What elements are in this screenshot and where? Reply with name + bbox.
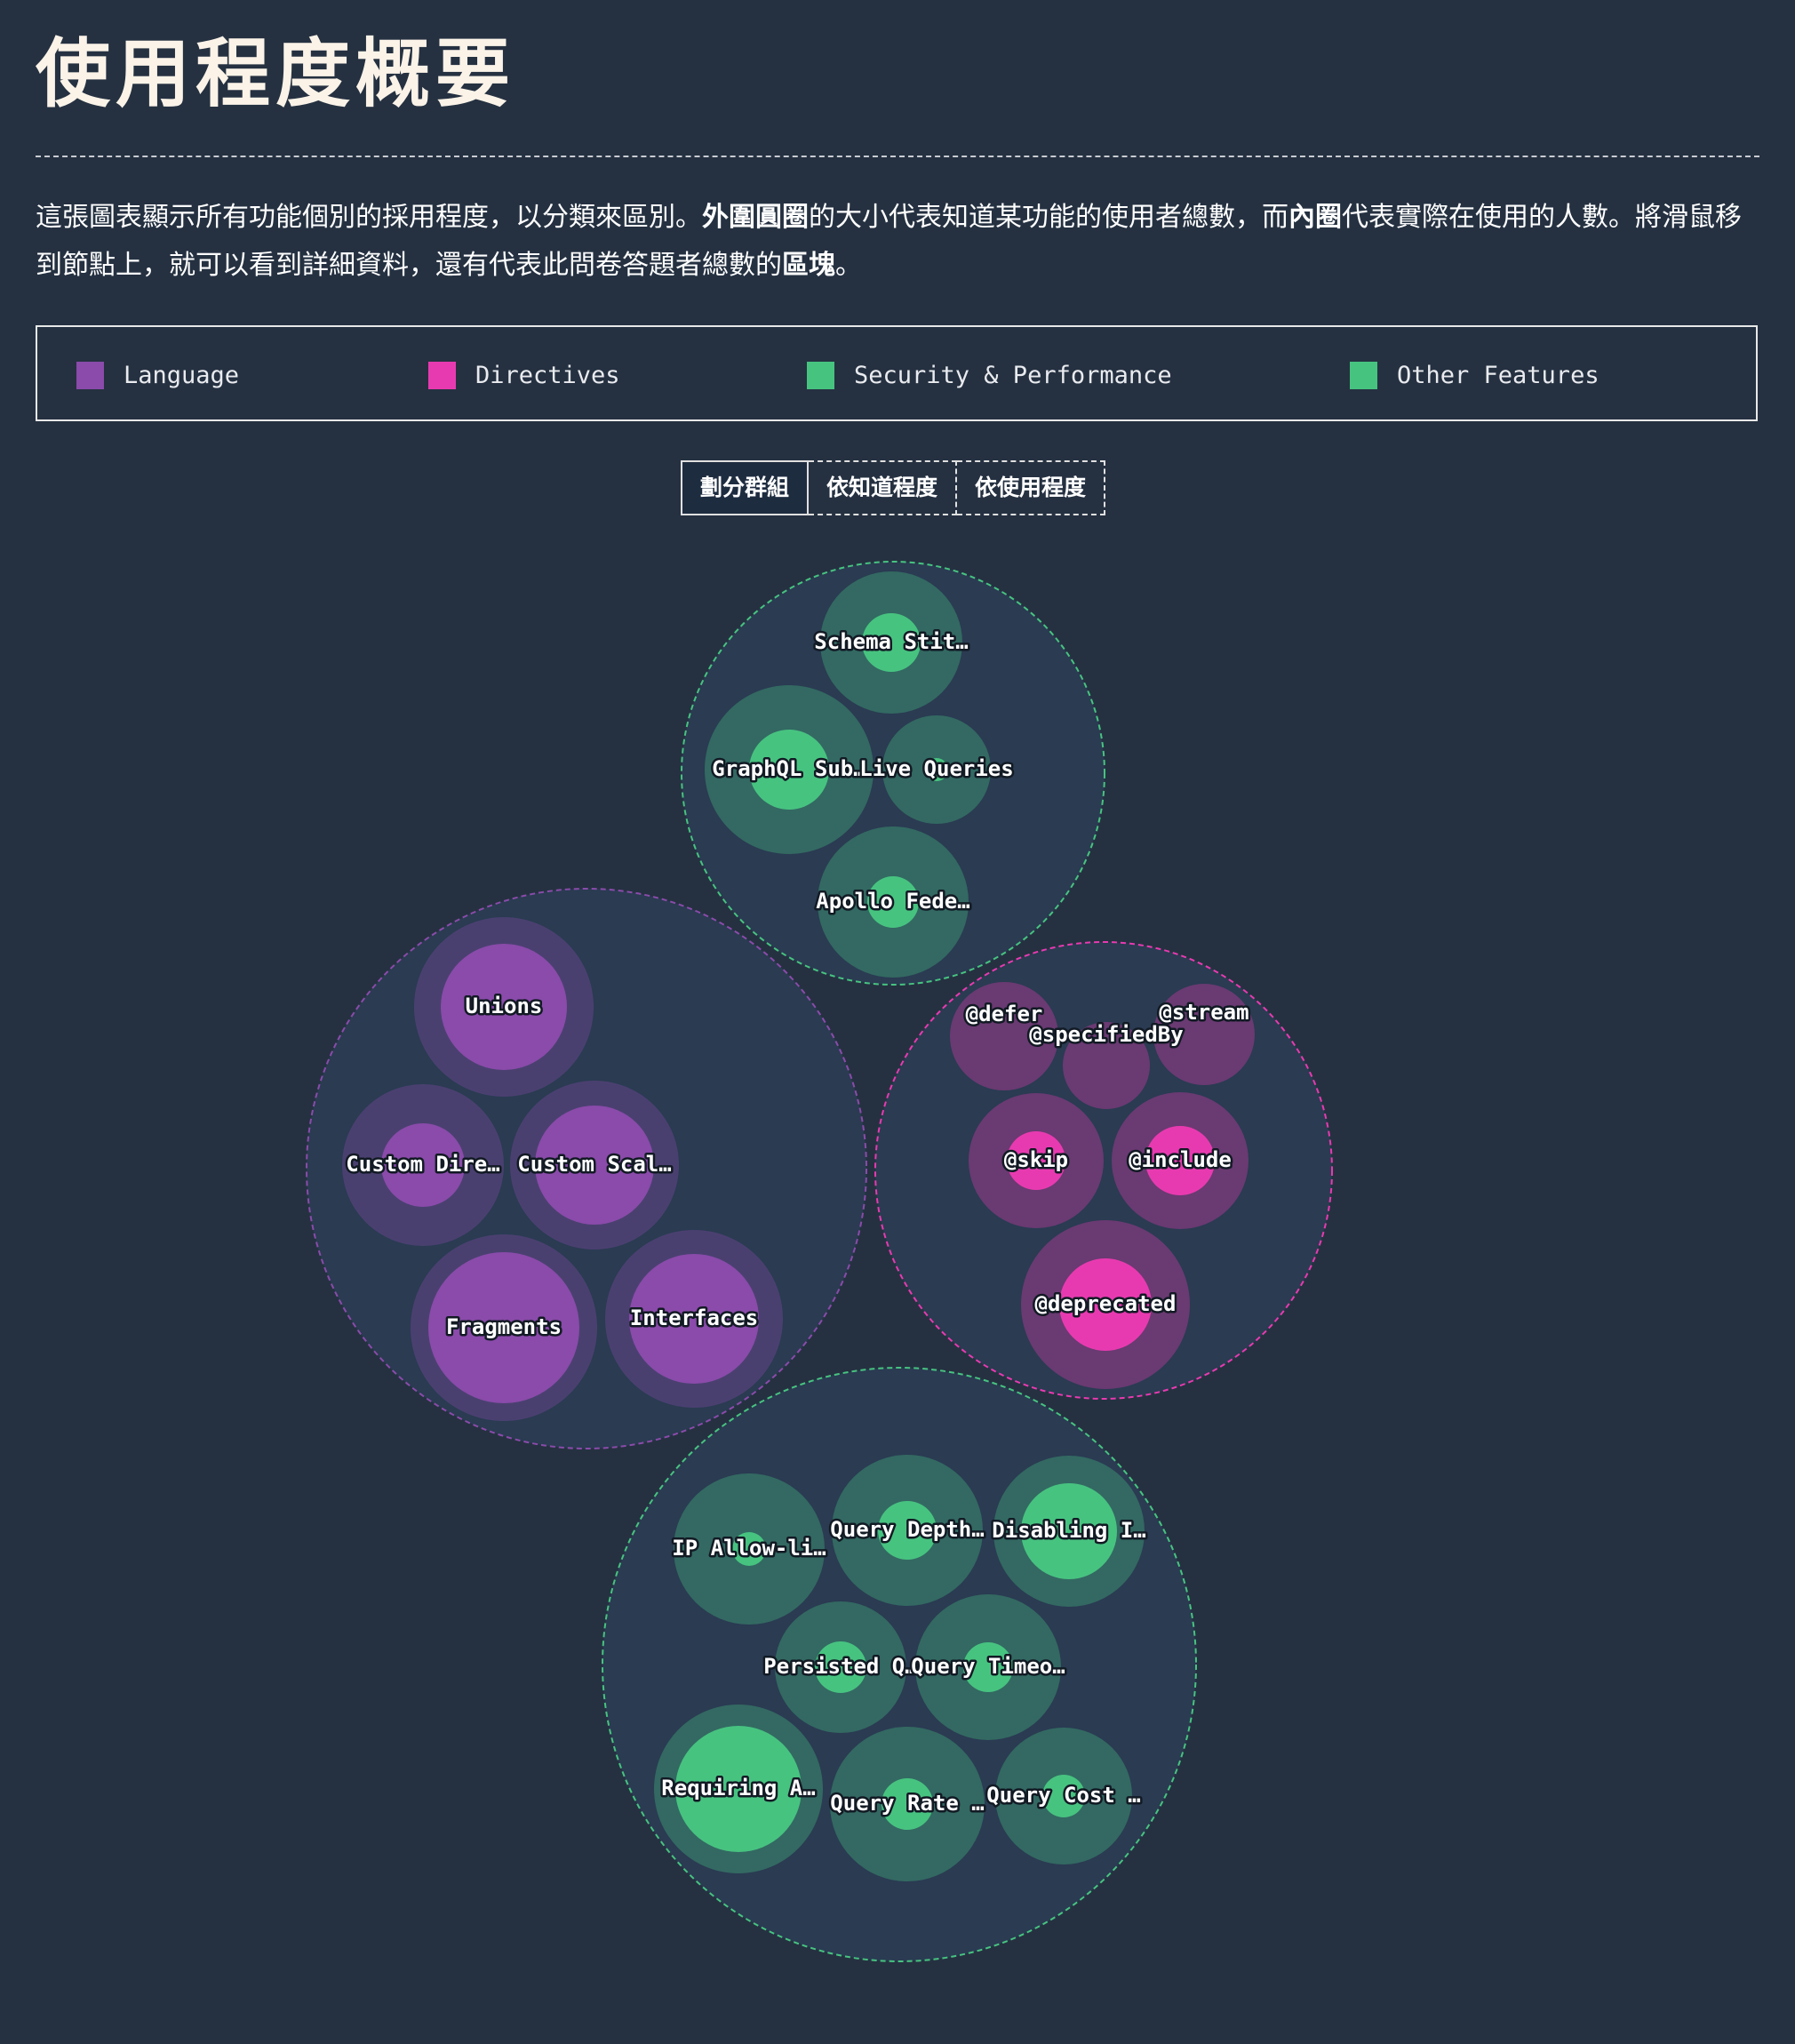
title-divider xyxy=(36,156,1759,157)
outer-bubble-specifiedby[interactable] xyxy=(1063,1022,1150,1109)
legend: Language Directives Security & Performan… xyxy=(36,325,1758,421)
legend-label-other-features: Other Features xyxy=(1397,361,1600,389)
inner-bubble-persisted-q[interactable] xyxy=(815,1641,866,1693)
legend-label-security-performance: Security & Performance xyxy=(854,361,1172,389)
inner-bubble-query-cost[interactable] xyxy=(1042,1775,1085,1817)
group-circle-other-features xyxy=(681,561,1105,986)
inner-bubble-custom-scal[interactable] xyxy=(535,1106,654,1225)
inner-bubble-graphql-sub[interactable] xyxy=(749,730,829,810)
intro-block: 區塊 xyxy=(782,250,835,281)
legend-swatch-other-features xyxy=(1350,361,1377,389)
bubble-label-apollo-fede: Apollo Fede… xyxy=(816,889,969,914)
mode-awareness-button[interactable]: 依知道程度 xyxy=(809,460,958,515)
inner-bubble-deprecated[interactable] xyxy=(1059,1258,1152,1351)
bubble-label-live-queries: Live Queries xyxy=(859,756,1013,781)
inner-bubble-custom-dire[interactable] xyxy=(381,1123,465,1207)
legend-swatch-language xyxy=(76,361,104,389)
legend-swatch-security-performance xyxy=(807,361,834,389)
intro-text-3: 代表實際在使用的人數。將滑鼠移到節點上，就可以看到詳細資料，還有代表此問卷答題者… xyxy=(36,202,1742,281)
inner-bubble-skip[interactable] xyxy=(1007,1131,1065,1190)
legend-swatch-directives xyxy=(428,361,456,389)
inner-bubble-apollo-fede[interactable] xyxy=(867,876,919,928)
inner-bubble-ip-allow-li[interactable] xyxy=(732,1532,766,1566)
bubble-label-graphql-sub: GraphQL Sub… xyxy=(712,756,866,781)
bubble-label-unions: Unions xyxy=(466,994,543,1018)
bubble-label-schema-stit: Schema Stit… xyxy=(814,629,968,654)
bubble-label-custom-dire: Custom Dire… xyxy=(346,1152,499,1177)
intro-text-1: 這張圖表顯示所有功能個別的採用程度，以分類來區別。 xyxy=(36,202,702,233)
intro-outer-circle: 外圍圓圈 xyxy=(702,202,809,233)
bubble-label-include: @include xyxy=(1129,1147,1232,1172)
bubble-label-interfaces: Interfaces xyxy=(630,1305,759,1330)
bubble-label-fragments: Fragments xyxy=(446,1314,562,1339)
page-title: 使用程度概要 xyxy=(36,30,516,117)
bubble-label-ip-allow-li: IP Allow-li… xyxy=(672,1536,826,1561)
legend-label-directives: Directives xyxy=(475,361,620,389)
inner-bubble-query-depth[interactable] xyxy=(878,1501,937,1560)
chart-description: 這張圖表顯示所有功能個別的採用程度，以分類來區別。外圍圓圈的大小代表知道某功能的… xyxy=(36,194,1759,290)
outer-bubble-defer[interactable] xyxy=(950,982,1058,1090)
intro-inner-circle: 內圈 xyxy=(1288,202,1342,233)
outer-bubble-stream[interactable] xyxy=(1153,984,1255,1085)
bubble-label-query-cost: Query Cost … xyxy=(986,1783,1140,1808)
bubble-label-deprecated: @deprecated xyxy=(1035,1291,1177,1316)
inner-bubble-query-rate[interactable] xyxy=(882,1778,933,1830)
inner-bubble-interfaces[interactable] xyxy=(629,1254,759,1384)
bubble-label-query-depth: Query Depth… xyxy=(830,1517,984,1542)
legend-label-language: Language xyxy=(124,361,240,389)
inner-bubble-disabling-i[interactable] xyxy=(1021,1483,1117,1579)
inner-bubble-requiring-a[interactable] xyxy=(675,1726,802,1852)
mode-usage-button[interactable]: 依使用程度 xyxy=(957,460,1106,515)
inner-bubble-unions[interactable] xyxy=(441,944,567,1070)
inner-bubble-live-queries[interactable] xyxy=(925,758,948,781)
intro-text-2: 的大小代表知道某功能的使用者總數，而 xyxy=(809,202,1288,233)
bubble-label-query-rate: Query Rate … xyxy=(830,1791,984,1816)
inner-bubble-query-timeo[interactable] xyxy=(963,1642,1013,1692)
bubble-label-custom-scal: Custom Scal… xyxy=(517,1152,671,1177)
inner-bubble-fragments[interactable] xyxy=(428,1252,579,1403)
bubble-label-defer: @defer xyxy=(966,1002,1043,1026)
inner-bubble-include[interactable] xyxy=(1145,1126,1215,1195)
legend-item-security-performance[interactable]: Security & Performance xyxy=(807,361,1172,389)
group-circle-directives xyxy=(874,941,1333,1400)
bubble-label-disabling-i: Disabling I… xyxy=(992,1518,1145,1543)
bubble-label-requiring-a: Requiring A… xyxy=(661,1776,815,1800)
view-mode-toggle: 劃分群組 依知道程度 依使用程度 xyxy=(681,460,1106,515)
bubble-label-query-timeo: Query Timeo… xyxy=(911,1654,1065,1679)
bubble-label-stream: @stream xyxy=(1159,1000,1249,1025)
intro-text-4: 。 xyxy=(835,250,862,281)
bubble-label-skip: @skip xyxy=(1004,1147,1068,1172)
legend-item-other-features[interactable]: Other Features xyxy=(1350,361,1600,389)
bubble-label-persisted-q: Persisted Q… xyxy=(763,1654,917,1679)
legend-item-language[interactable]: Language xyxy=(76,361,239,389)
mode-group-button[interactable]: 劃分群組 xyxy=(681,460,810,515)
bubble-label-specifiedby: @specifiedBy xyxy=(1029,1022,1183,1047)
inner-bubble-schema-stit[interactable] xyxy=(862,613,921,672)
legend-item-directives[interactable]: Directives xyxy=(428,361,620,389)
